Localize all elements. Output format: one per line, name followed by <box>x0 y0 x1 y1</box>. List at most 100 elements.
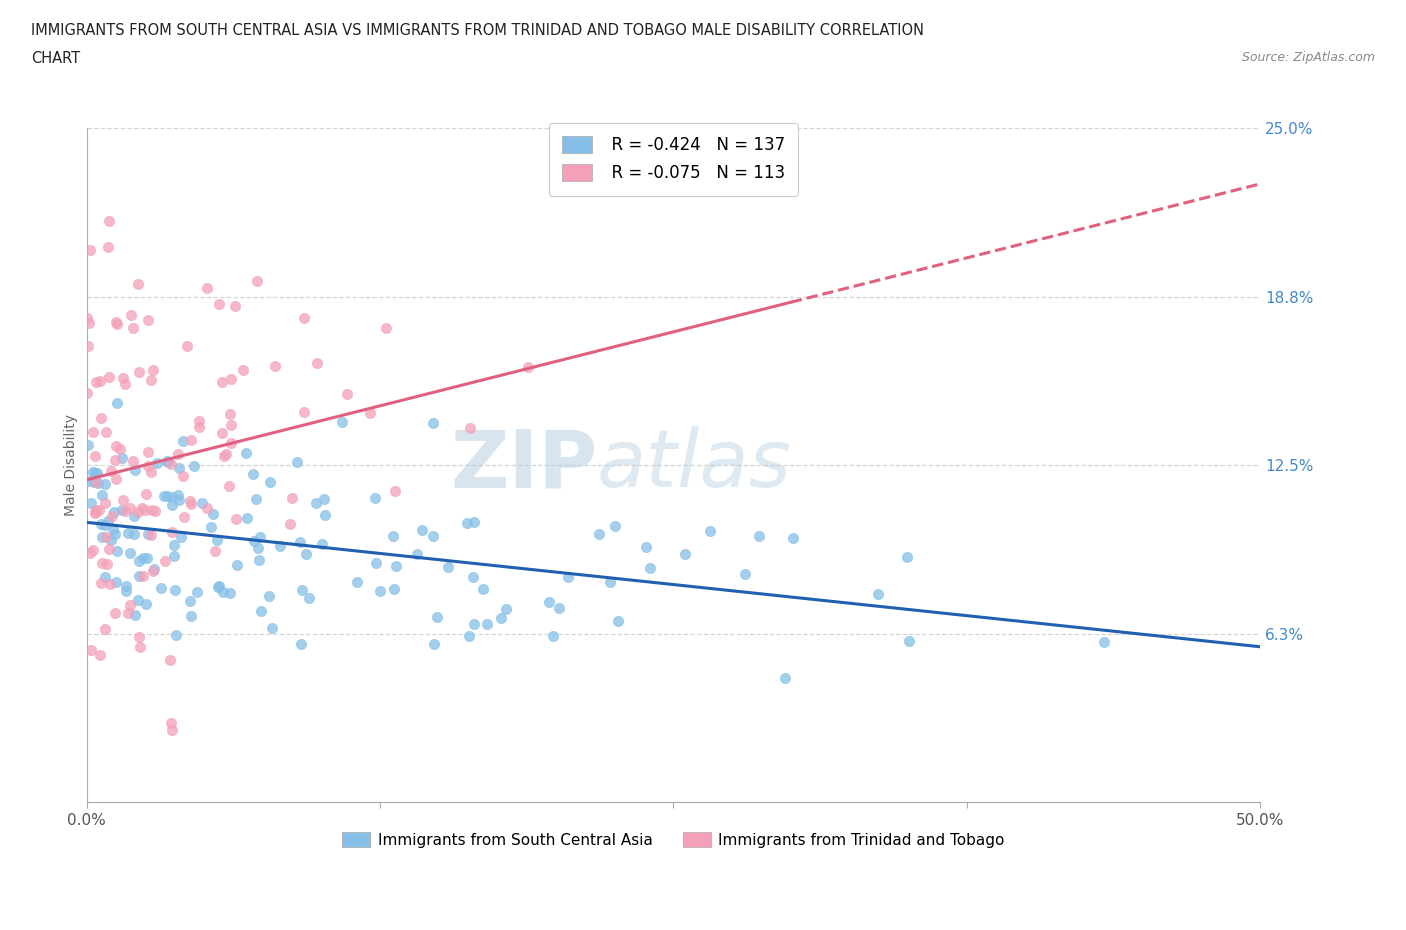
Point <box>94 424 117 439</box>
Point <box>86 475 108 490</box>
Point <box>93 518 115 533</box>
Point <box>219 406 242 421</box>
Point <box>104 526 127 541</box>
Point <box>245 492 267 507</box>
Point <box>218 585 240 600</box>
Point <box>363 490 385 505</box>
Point <box>547 601 569 616</box>
Point <box>91 488 114 503</box>
Point <box>96 557 118 572</box>
Point <box>131 551 153 565</box>
Point <box>305 355 328 370</box>
Point <box>773 671 796 685</box>
Point <box>179 494 201 509</box>
Point <box>211 374 233 389</box>
Point <box>236 511 259 525</box>
Point <box>463 514 485 529</box>
Point <box>489 611 512 626</box>
Point <box>156 489 179 504</box>
Point <box>160 716 183 731</box>
Point <box>219 371 242 386</box>
Point <box>128 568 150 583</box>
Point <box>77 437 100 452</box>
Point <box>436 560 458 575</box>
Point <box>90 517 112 532</box>
Point <box>183 458 205 473</box>
Point <box>79 546 101 561</box>
Point <box>247 552 270 567</box>
Point <box>170 530 193 545</box>
Point <box>475 617 498 631</box>
Point <box>104 472 127 486</box>
Point <box>314 508 336 523</box>
Point <box>866 587 889 602</box>
Point <box>131 500 153 515</box>
Point <box>163 549 186 564</box>
Point <box>83 505 105 520</box>
Point <box>368 583 391 598</box>
Point <box>167 492 190 507</box>
Point <box>153 489 176 504</box>
Point <box>122 508 145 523</box>
Point <box>84 502 107 517</box>
Point <box>543 629 565 644</box>
Point <box>257 589 280 604</box>
Point <box>76 339 98 353</box>
Point <box>76 473 98 488</box>
Point <box>167 447 190 462</box>
Point <box>122 321 145 336</box>
Point <box>76 386 98 401</box>
Point <box>290 535 312 550</box>
Point <box>423 636 446 651</box>
Point <box>90 411 112 426</box>
Point <box>634 539 657 554</box>
Point <box>195 500 218 515</box>
Point <box>124 462 146 477</box>
Point <box>180 609 202 624</box>
Point <box>638 560 661 575</box>
Point <box>291 582 314 597</box>
Point <box>160 525 183 539</box>
Point <box>127 504 149 519</box>
Point <box>128 553 150 568</box>
Point <box>128 365 150 379</box>
Point <box>128 640 150 655</box>
Point <box>517 360 540 375</box>
Point <box>232 363 254 378</box>
Point <box>457 629 479 644</box>
Point <box>100 532 122 547</box>
Point <box>422 528 444 543</box>
Point <box>97 542 120 557</box>
Legend: Immigrants from South Central Asia, Immigrants from Trinidad and Tobago: Immigrants from South Central Asia, Immi… <box>335 824 1012 856</box>
Point <box>247 540 270 555</box>
Point <box>122 453 145 468</box>
Point <box>114 504 136 519</box>
Point <box>117 605 139 620</box>
Point <box>202 507 225 522</box>
Point <box>127 592 149 607</box>
Text: Source: ZipAtlas.com: Source: ZipAtlas.com <box>1241 51 1375 64</box>
Point <box>79 243 101 258</box>
Text: CHART: CHART <box>31 51 80 66</box>
Point <box>295 547 318 562</box>
Point <box>235 445 257 460</box>
Point <box>172 468 194 483</box>
Point <box>249 529 271 544</box>
Point <box>115 579 138 594</box>
Point <box>82 424 104 439</box>
Point <box>160 490 183 505</box>
Point <box>250 604 273 618</box>
Point <box>100 509 122 524</box>
Point <box>90 575 112 590</box>
Point <box>359 405 381 420</box>
Point <box>115 583 138 598</box>
Point <box>131 568 153 583</box>
Point <box>292 310 315 325</box>
Point <box>224 299 246 313</box>
Point <box>94 622 117 637</box>
Point <box>422 416 444 431</box>
Point <box>278 517 301 532</box>
Point <box>105 314 128 329</box>
Point <box>120 500 142 515</box>
Point <box>262 620 284 635</box>
